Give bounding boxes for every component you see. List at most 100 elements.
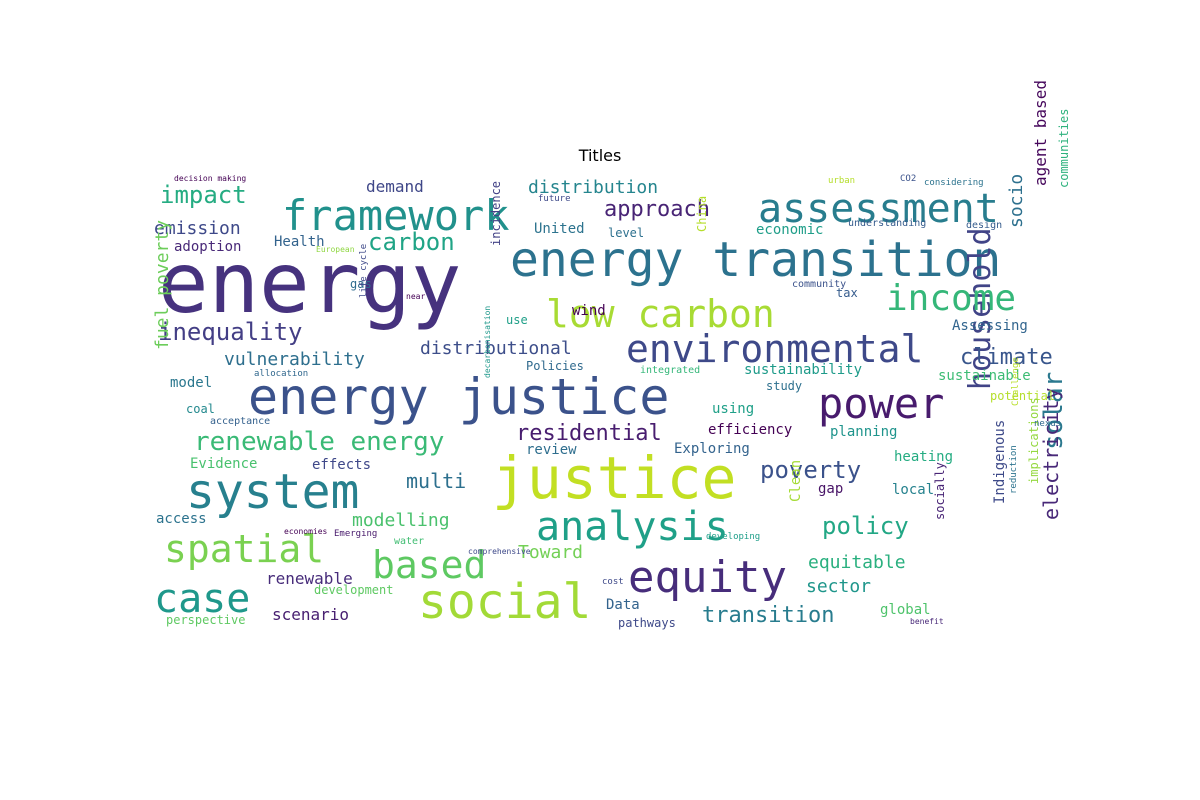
word-community: community (792, 279, 846, 290)
word-planning: planning (830, 424, 897, 440)
word-model: model (170, 375, 212, 391)
word-design: design (966, 220, 1002, 231)
word-socio: socio (1006, 174, 1027, 228)
word-united: United (534, 221, 585, 237)
word-effects: effects (312, 457, 371, 473)
word-using: using (712, 401, 754, 417)
word-socially: socially (933, 462, 947, 520)
word-power: power (818, 379, 944, 428)
word-implications: implications (1027, 397, 1041, 484)
word-scenario: scenario (272, 605, 349, 624)
word-framework: framework (282, 191, 510, 240)
word-modelling: modelling (352, 510, 450, 531)
word-income: income (886, 278, 1016, 319)
word-gas: gas (350, 277, 372, 291)
word-access: access (156, 511, 207, 527)
word-based: based (372, 543, 486, 587)
word-global: global (880, 602, 931, 618)
word-developing: developing (706, 532, 760, 542)
word-understanding: understanding (848, 218, 926, 229)
word-electricity: electricity (1039, 388, 1063, 520)
word-nexus: nexus (1034, 419, 1061, 429)
word-incidence: incidence (489, 181, 503, 246)
word-energy: energy (158, 234, 461, 332)
word-multi: multi (406, 469, 466, 493)
word-development: development (314, 583, 393, 597)
word-evidence: Evidence (190, 456, 257, 472)
chart-title: Titles (578, 146, 622, 165)
word-health: Health (274, 234, 325, 250)
word-efficiency: efficiency (708, 422, 792, 438)
word-renewable: renewable (266, 569, 353, 588)
word-near: near (406, 292, 425, 301)
word-system: system (186, 464, 359, 520)
word-urban: urban (828, 176, 855, 186)
word-adoption: adoption (174, 239, 241, 255)
word-cost: cost (602, 577, 624, 587)
word-tax: tax (836, 286, 858, 300)
word-decarbonisation: decarbonisation (483, 306, 492, 378)
word-renewable-energy: renewable energy (194, 427, 444, 457)
word-exploring: Exploring (674, 441, 750, 457)
word-approach: approach (604, 197, 710, 222)
word-carbon: carbon (368, 228, 455, 256)
word-gap: gap (818, 481, 843, 497)
word-economic: economic (756, 222, 823, 238)
word-energy-transition: energy transition (510, 232, 1001, 288)
word-policies: Policies (526, 359, 584, 373)
word-solar: solar (1039, 372, 1069, 450)
word-communities: communities (1057, 109, 1071, 188)
word-co2: CO2 (900, 174, 916, 184)
word-justice: justice (492, 444, 736, 512)
word-comprehensive: comprehensive (468, 547, 531, 556)
word-clean: Clean (788, 460, 804, 502)
word-future: future (538, 194, 571, 204)
word-use: use (506, 313, 528, 327)
word-acceptance: acceptance (210, 416, 270, 427)
word-pathways: pathways (618, 616, 676, 630)
word-water: water (394, 536, 424, 547)
word-indigenous: Indigenous (992, 420, 1008, 504)
word-equity: equity (628, 552, 787, 603)
word-benefit: benefit (910, 617, 944, 626)
word-impact: impact (160, 181, 247, 209)
word-allocation: allocation (254, 369, 308, 379)
word-energy-justice: energy justice (248, 368, 669, 426)
word-sector: sector (806, 576, 871, 597)
word-challenge: Challenge (1011, 357, 1021, 406)
word-coal: coal (186, 402, 215, 416)
word-life-cycle: life cycle (359, 244, 369, 298)
word-economies: economies (284, 527, 328, 536)
word-integrated: integrated (640, 365, 700, 376)
word-emission: emission (154, 218, 241, 239)
word-poverty: poverty (760, 456, 861, 484)
word-review: review (526, 442, 577, 458)
word-sustainability: sustainability (744, 362, 862, 378)
word-distributional: distributional (420, 338, 572, 359)
word-local: local (892, 482, 934, 498)
word-social: social (418, 574, 591, 630)
word-toward: Toward (518, 542, 583, 563)
word-heating: heating (894, 449, 953, 465)
word-equitable: equitable (808, 552, 906, 573)
word-transition: transition (702, 603, 834, 628)
word-study: study (766, 379, 802, 393)
word-data: Data (606, 597, 640, 613)
word-environmental: environmental (626, 327, 923, 371)
word-analysis: analysis (536, 504, 729, 550)
word-climate: climate (960, 345, 1053, 370)
word-vulnerability: vulnerability (224, 349, 365, 370)
word-demand: demand (366, 177, 424, 196)
word-agent-based: agent based (1031, 80, 1050, 186)
word-perspective: perspective (166, 613, 245, 627)
word-spatial: spatial (164, 527, 324, 571)
word-china: China (695, 196, 709, 232)
word-household: household (963, 227, 998, 390)
word-assessing: Assessing (952, 318, 1028, 334)
word-emerging: Emerging (334, 529, 377, 539)
word-reduction: reduction (1009, 445, 1019, 494)
word-wind: wind (572, 303, 606, 319)
word-policy: policy (822, 512, 909, 540)
word-decision-making: decision making (174, 174, 246, 183)
